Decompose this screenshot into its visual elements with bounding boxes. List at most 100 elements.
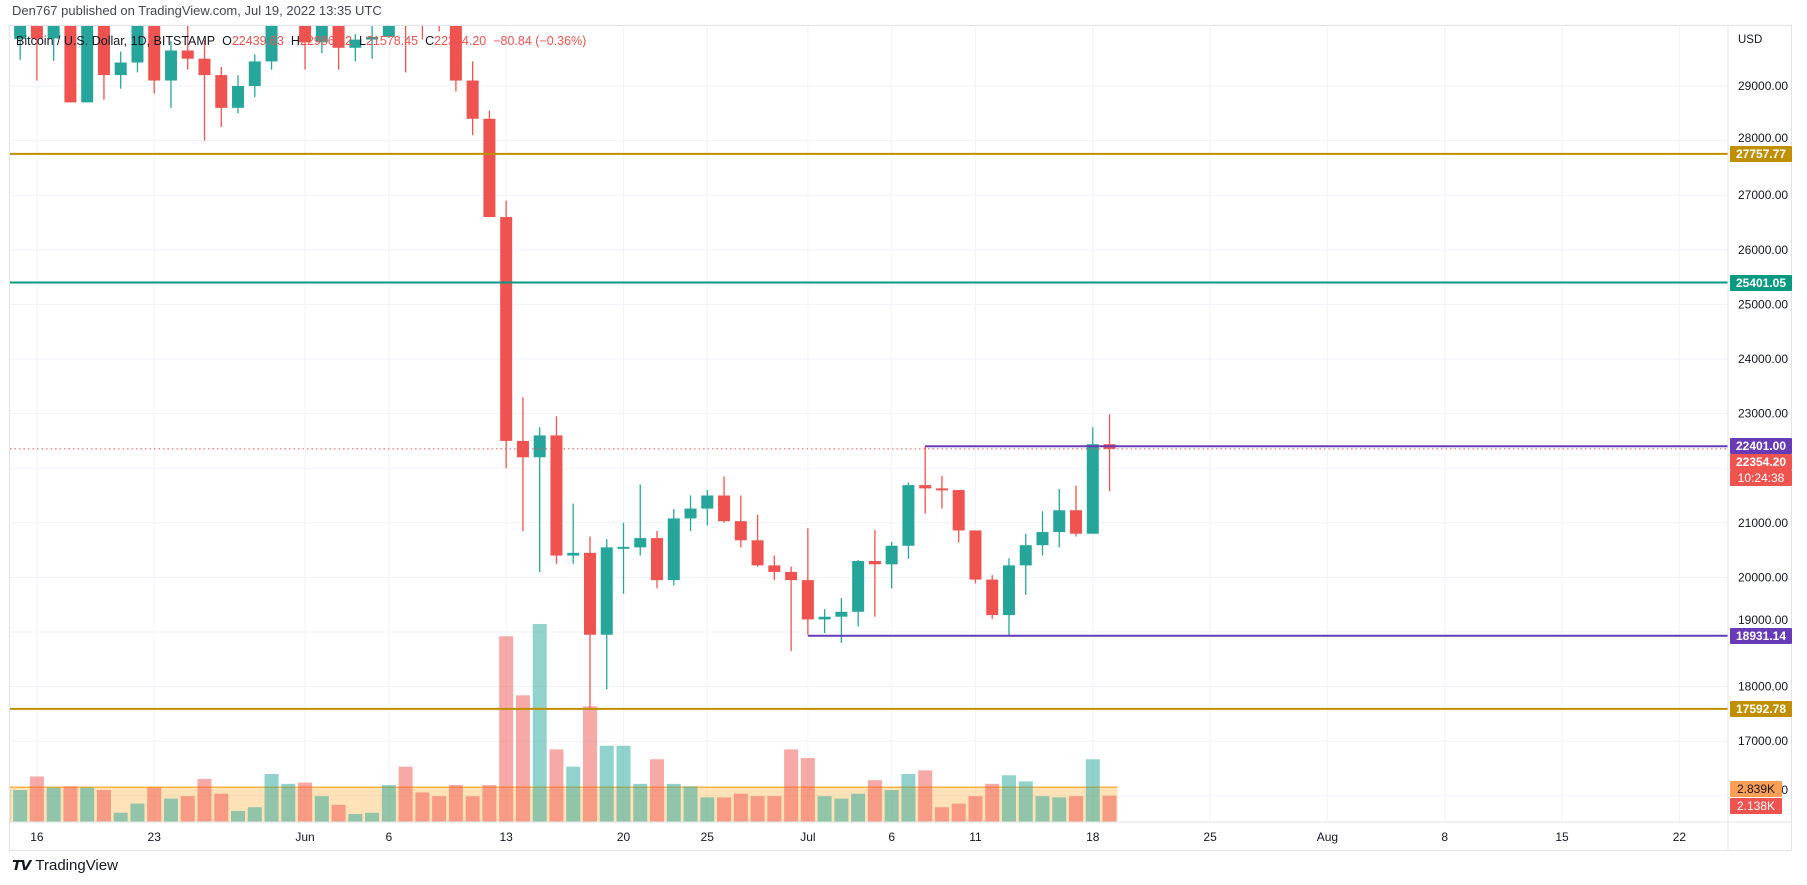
volume-bar <box>549 749 564 822</box>
symbol-legend: Bitcoin / U.S. Dollar, 1D, BITSTAMP O224… <box>16 34 586 48</box>
symbol-name[interactable]: Bitcoin / U.S. Dollar, 1D, BITSTAMP <box>16 34 216 48</box>
volume-bar <box>515 695 530 822</box>
candle-body <box>684 508 697 519</box>
volume-bar <box>80 787 95 822</box>
price-tick-label: 21000.00 <box>1738 516 1788 530</box>
candle-body <box>0 39 9 71</box>
volume-bar <box>616 745 631 822</box>
volume-bar <box>448 785 463 822</box>
date-tick-label: 23 <box>148 830 162 844</box>
candle-body <box>47 26 60 39</box>
volume-bar <box>918 770 933 822</box>
volume-bar <box>163 798 178 822</box>
candle-body <box>466 80 479 119</box>
volume-bar <box>633 783 648 822</box>
open-label: O <box>222 34 232 48</box>
price-tick-label: 23000.00 <box>1738 407 1788 421</box>
grid <box>10 26 1728 822</box>
candle-body <box>81 26 94 103</box>
volume-bar <box>650 759 665 822</box>
date-tick-label: 25 <box>1203 830 1217 844</box>
candle-body <box>97 26 110 76</box>
volume-bar <box>717 797 732 822</box>
volume-bar <box>532 623 547 822</box>
date-tick-label: 8 <box>1441 830 1448 844</box>
volume-bar <box>499 636 514 822</box>
volume-bar <box>683 786 698 822</box>
date-tick-label: 6 <box>386 830 393 844</box>
price-tick-label: 18000.00 <box>1738 680 1788 694</box>
candle-body <box>986 579 999 616</box>
candle-body <box>198 58 211 76</box>
volume-bar <box>180 796 195 822</box>
volume-bar <box>331 804 346 822</box>
volume-bar <box>10 790 11 822</box>
drawn-lines[interactable] <box>10 152 1728 710</box>
volume-bar <box>298 782 313 822</box>
candle-body <box>1070 510 1083 534</box>
candle-body <box>969 530 982 580</box>
volume-bar <box>482 785 497 822</box>
price-label-22401.00: 22401.00 <box>1730 438 1792 455</box>
chart-frame <box>9 25 1792 851</box>
candle-body <box>868 561 881 565</box>
candle-body <box>148 26 161 81</box>
volume-bar <box>264 774 279 822</box>
candle-body <box>701 495 714 509</box>
volume-bar <box>314 796 329 822</box>
tradingview-logo-icon: 𝙏𝙑 <box>12 857 31 873</box>
candle-body <box>583 552 596 635</box>
volume-bar <box>1035 796 1050 822</box>
volume-bar <box>934 807 949 822</box>
candle-body <box>919 485 932 489</box>
volume-ma-label: 2.839K <box>1730 781 1782 798</box>
candle-body <box>366 36 379 40</box>
volume-bar <box>784 749 799 822</box>
candle-body <box>533 435 546 458</box>
candle-body <box>516 440 529 458</box>
volume-bar <box>46 787 61 822</box>
date-tick-label: 16 <box>30 830 44 844</box>
volume-bar <box>130 803 145 822</box>
candle-body <box>768 565 781 572</box>
candle-body <box>1002 565 1015 616</box>
candle-body <box>315 26 328 43</box>
price-tick-label: 29000.00 <box>1738 79 1788 93</box>
volume-bar <box>951 803 966 822</box>
volume-bar <box>1052 797 1067 822</box>
volume-bar <box>1001 775 1016 822</box>
currency-label[interactable]: USD <box>1738 34 1763 46</box>
candles <box>0 0 1116 709</box>
candle-body <box>416 0 428 20</box>
candle-body <box>248 61 261 86</box>
candle-body <box>852 561 865 612</box>
volume-bar <box>13 790 28 822</box>
volume-bar <box>281 783 296 822</box>
volume-bar <box>465 796 480 822</box>
volume-bar <box>985 783 1000 822</box>
time-axis[interactable]: 16 23 Jun 6 13 20 25 Jul 6 11 18 25 Aug 8 15 22 <box>30 830 1686 844</box>
price-tick-label: 19000.00 <box>1738 613 1788 627</box>
date-tick-label: Jul <box>800 830 815 844</box>
bar-countdown-label: 10:24:38 <box>1730 470 1792 487</box>
volume-bar <box>96 790 111 822</box>
candle-body <box>1053 510 1066 533</box>
candle-body <box>1036 532 1049 546</box>
candle-body <box>617 546 630 549</box>
price-tick-label: 27000.00 <box>1738 188 1788 202</box>
price-tick-label: 25000.00 <box>1738 297 1788 311</box>
high-value: 22986.82 <box>299 34 353 48</box>
volume-bar <box>247 807 262 822</box>
candle-body <box>500 217 513 441</box>
footer[interactable]: 𝙏𝙑 TradingView <box>12 857 118 874</box>
price-label-18931.14: 18931.14 <box>1730 627 1792 644</box>
date-tick-label: 25 <box>701 830 715 844</box>
candle-body <box>232 86 245 108</box>
volume-bar <box>147 787 162 822</box>
volume-bar <box>851 793 866 822</box>
volume-bar <box>214 793 229 822</box>
volume-bar <box>197 778 212 822</box>
volume-bar <box>834 798 849 822</box>
candle-body <box>483 118 496 218</box>
